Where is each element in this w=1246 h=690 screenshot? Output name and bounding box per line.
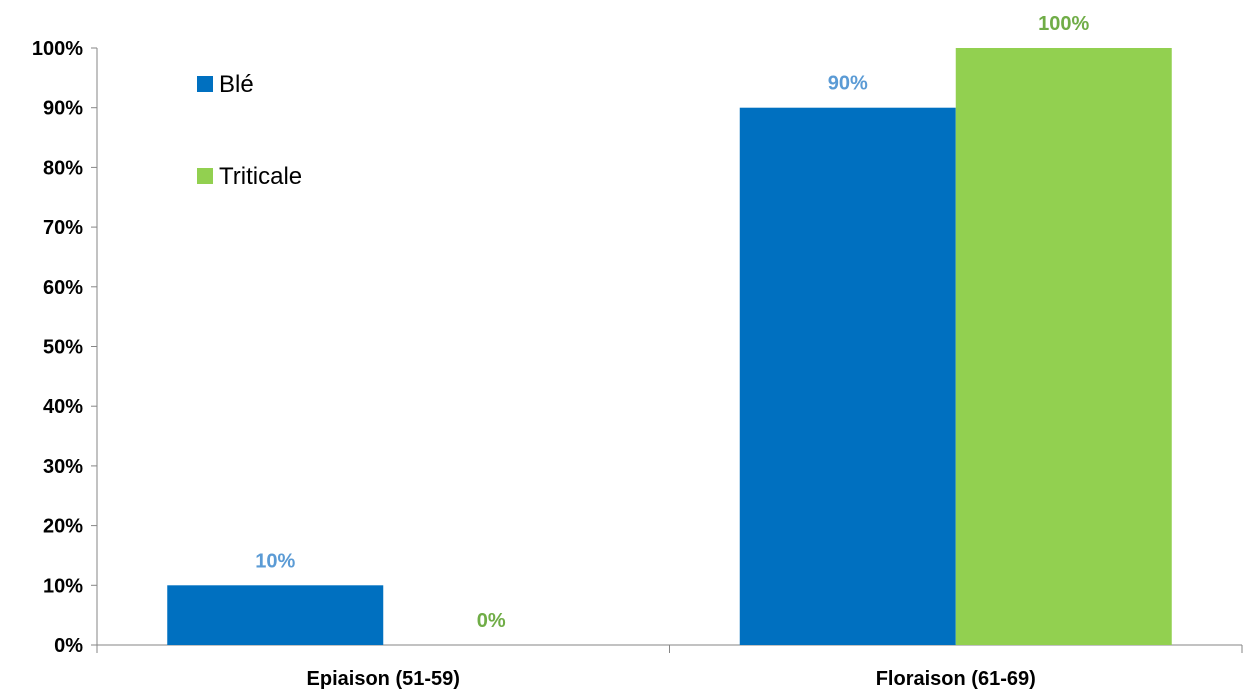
bar-triticale-1: [955, 48, 1172, 645]
bar-bl--1: [739, 107, 956, 645]
legend-label: Blé: [219, 71, 254, 98]
data-labels: 10% 90% 0% 100%: [255, 13, 1089, 632]
y-tick-label: 10%: [43, 575, 83, 597]
y-tick-label: 40%: [43, 396, 83, 418]
bar-bl--0: [167, 585, 384, 645]
y-tick-label: 30%: [43, 456, 83, 478]
legend-swatch: [197, 168, 213, 184]
y-tick-label: 100%: [32, 38, 83, 60]
y-tick-label: 60%: [43, 277, 83, 299]
y-tick-label: 50%: [43, 337, 83, 359]
data-label: 90%: [828, 73, 868, 95]
x-tick-label: Epiaison (51-59): [307, 668, 460, 690]
y-axis: 0% 10% 20% 30% 40% 50% 60% 70% 80% 90% 100%: [32, 38, 98, 657]
data-label: 10%: [255, 550, 295, 572]
legend-swatch: [197, 76, 213, 92]
bars: [167, 48, 1172, 645]
x-axis: Epiaison (51-59) Floraison (61-69): [96, 644, 1243, 690]
x-tick-label: Floraison (61-69): [876, 668, 1036, 690]
data-label: 100%: [1038, 13, 1089, 35]
y-tick-label: 90%: [43, 98, 83, 120]
y-tick-label: 0%: [54, 635, 83, 657]
legend: Blé Triticale: [197, 71, 302, 190]
y-tick-label: 80%: [43, 157, 83, 179]
y-tick-label: 70%: [43, 217, 83, 239]
legend-label: Triticale: [219, 163, 302, 190]
y-tick-label: 20%: [43, 516, 83, 538]
data-label: 0%: [477, 610, 506, 632]
